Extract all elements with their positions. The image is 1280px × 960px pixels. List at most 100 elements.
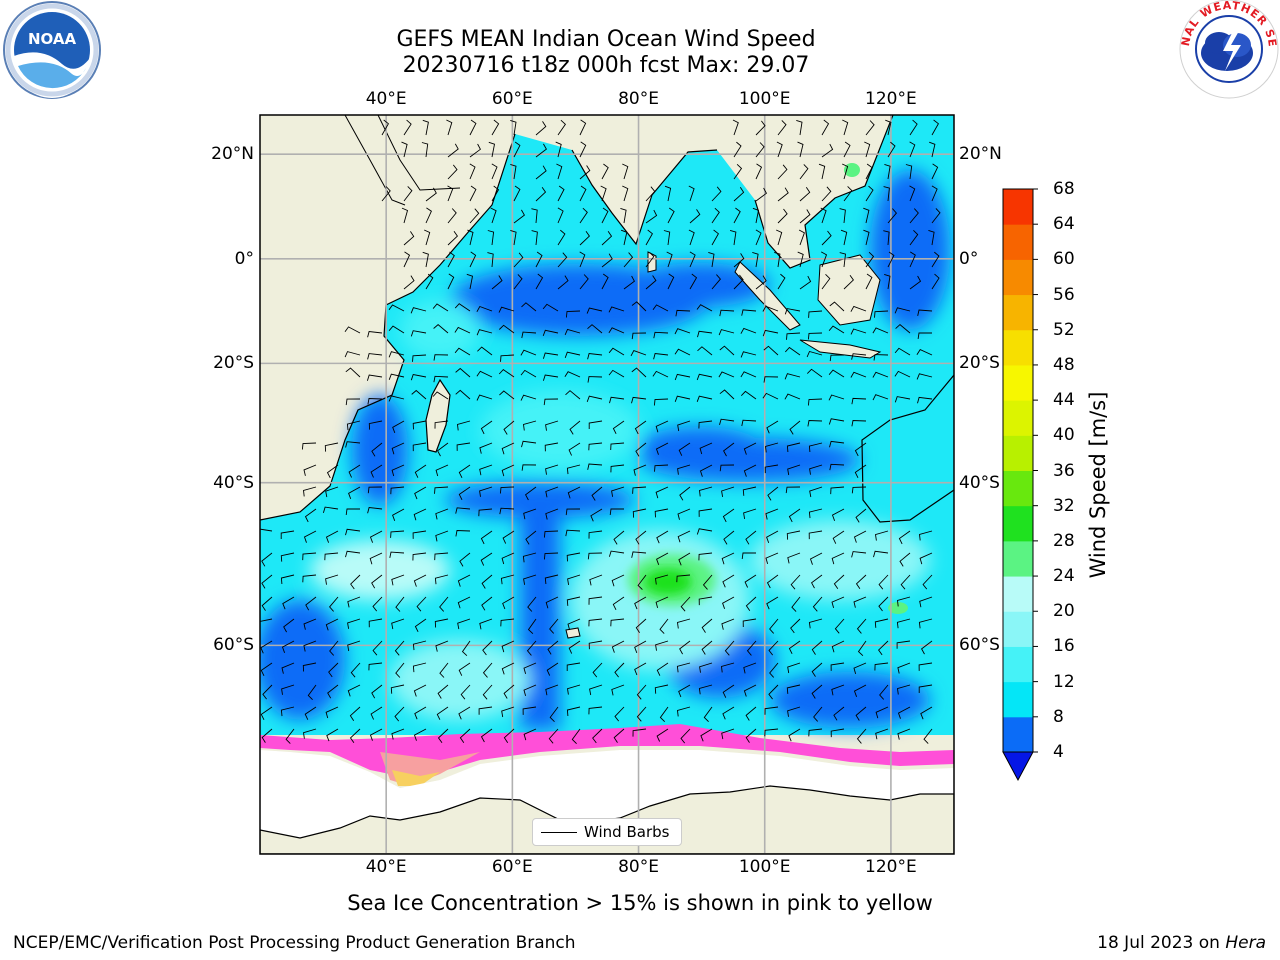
wind-barb <box>767 486 779 501</box>
wind-barb <box>919 596 933 608</box>
wind-barb <box>391 464 405 477</box>
wind-barb <box>769 618 779 634</box>
wind-barb <box>601 163 609 180</box>
wind-barb <box>652 304 669 312</box>
wind-barb <box>766 574 779 589</box>
wind-barb <box>455 507 471 514</box>
wind-barb <box>700 728 713 742</box>
wind-barb <box>784 393 801 400</box>
wind-barb <box>856 618 867 634</box>
wind-barb <box>788 640 801 655</box>
wind-barb <box>531 230 538 246</box>
wind-barb <box>808 618 823 629</box>
wind-barb <box>808 530 823 540</box>
wind-barb <box>654 464 669 472</box>
wind-barb <box>303 486 317 497</box>
wind-barb <box>491 119 500 136</box>
wind-barb <box>414 618 427 633</box>
footer-host: Hera <box>1225 933 1266 953</box>
wind-barb <box>455 389 471 400</box>
map-plot-area <box>260 115 954 854</box>
wind-barb <box>920 706 933 720</box>
wind-barb <box>403 275 415 290</box>
wind-barb <box>611 684 625 696</box>
wind-barb <box>776 229 783 246</box>
wind-barb <box>501 640 515 653</box>
wind-barb <box>411 389 427 400</box>
wind-barb <box>634 640 647 654</box>
wind-barb <box>345 550 361 558</box>
wind-barb <box>809 486 823 498</box>
wind-barb <box>918 684 933 693</box>
wind-barb <box>635 618 647 633</box>
wind-barb <box>591 486 603 501</box>
wind-barb <box>488 141 496 158</box>
wind-barb <box>535 251 543 268</box>
wind-barb <box>843 274 854 290</box>
wind-barb <box>680 596 691 612</box>
wind-barb <box>611 640 625 653</box>
wind-barb <box>655 596 669 609</box>
wind-barb <box>510 119 517 136</box>
wind-barb <box>656 728 669 742</box>
wind-barb <box>652 370 669 378</box>
colorbar-tick-label-15: 64 <box>1053 214 1075 235</box>
wind-barb <box>523 728 537 741</box>
wind-barb <box>476 394 493 401</box>
lat-tick-left-4: 60°S <box>213 635 254 656</box>
wind-barb <box>614 662 625 678</box>
wind-barb <box>394 706 405 722</box>
wind-barb <box>435 508 449 520</box>
lat-tick-left-1: 0° <box>234 248 254 269</box>
wind-barb <box>829 463 845 471</box>
wind-barb <box>500 574 515 585</box>
wind-barb <box>863 207 870 224</box>
wind-barb <box>467 229 474 246</box>
wind-barb <box>344 326 361 334</box>
wind-barb <box>476 370 493 378</box>
wind-barb <box>345 528 361 536</box>
wind-barb <box>931 185 938 202</box>
wind-barb <box>799 275 812 290</box>
wind-barb <box>611 574 625 587</box>
colorbar-segment <box>1003 646 1033 683</box>
wind-barb <box>260 640 273 654</box>
wind-barb <box>883 186 890 202</box>
colorbar-tick-label-12: 52 <box>1053 319 1075 340</box>
wind-barb <box>865 251 875 268</box>
wind-barb <box>401 207 409 224</box>
wind-barb <box>501 706 515 718</box>
wind-barb <box>667 273 675 290</box>
wind-barb <box>568 442 581 456</box>
wind-barb <box>412 640 427 651</box>
wind-barb <box>349 706 361 721</box>
wind-barb <box>345 398 361 406</box>
colorbar-segment <box>1003 294 1033 331</box>
wind-barb <box>677 464 691 475</box>
wind-barb <box>613 728 625 743</box>
legend-label: Wind Barbs <box>584 823 670 841</box>
wind-barb <box>527 618 537 635</box>
wind-barb <box>479 486 493 497</box>
wind-barb <box>413 574 427 587</box>
wind-barb <box>919 530 933 541</box>
wind-barb <box>678 684 691 698</box>
wind-barb <box>413 728 427 741</box>
wind-barb <box>774 251 781 268</box>
wind-barb <box>931 251 940 268</box>
wind-barb <box>689 273 698 290</box>
wind-barb <box>545 464 559 475</box>
wind-barb <box>545 508 559 520</box>
wind-barb <box>812 596 823 612</box>
wind-barb <box>764 706 779 715</box>
wind-barb <box>447 164 458 180</box>
wind-barb <box>878 596 889 612</box>
wind-barb <box>469 185 477 202</box>
wind-barb <box>689 251 696 268</box>
wind-barb <box>447 230 458 246</box>
wind-barb <box>745 728 757 743</box>
wind-barb <box>723 530 735 545</box>
wind-barb <box>520 394 537 401</box>
wind-barb <box>502 596 515 610</box>
wind-barb <box>887 251 895 268</box>
